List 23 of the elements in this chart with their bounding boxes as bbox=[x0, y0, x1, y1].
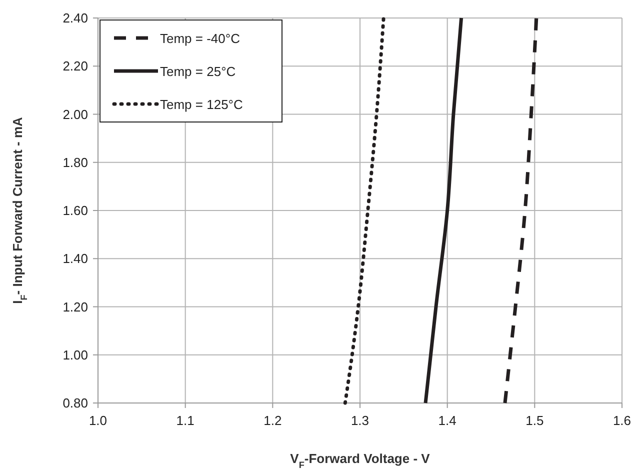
legend-label: Temp = -40°C bbox=[160, 31, 240, 46]
x-tick-label: 1.1 bbox=[176, 413, 194, 428]
y-tick-label: 2.20 bbox=[62, 58, 88, 74]
line-series bbox=[424, 16, 464, 405]
y-tick-label: 1.40 bbox=[62, 251, 88, 266]
x-tick-label: 1.2 bbox=[264, 413, 282, 428]
y-tick-label: 0.80 bbox=[62, 396, 88, 410]
line-series bbox=[503, 16, 538, 405]
line-series bbox=[343, 16, 386, 405]
y-tick-label: 2.00 bbox=[62, 106, 88, 122]
x-tick-label: 1.4 bbox=[438, 413, 456, 428]
y-tick-label: 2.40 bbox=[62, 10, 88, 26]
legend-label: Temp = 25°C bbox=[160, 64, 236, 79]
x-tick-label: 1.6 bbox=[612, 413, 632, 428]
x-tick-label: 1.0 bbox=[88, 413, 108, 428]
y-tick-label: 1.60 bbox=[62, 203, 88, 218]
x-axis-title: V$_{F}$-Forward Voltage - V bbox=[290, 451, 430, 470]
x-tick-label: 1.5 bbox=[526, 413, 544, 428]
x-tick-label: 1.3 bbox=[350, 413, 370, 428]
y-tick-label: 1.80 bbox=[62, 154, 88, 170]
y-tick-label: 1.20 bbox=[62, 299, 88, 314]
y-tick-label: 1.00 bbox=[62, 347, 88, 362]
legend-label: Temp = 125°C bbox=[160, 97, 243, 112]
